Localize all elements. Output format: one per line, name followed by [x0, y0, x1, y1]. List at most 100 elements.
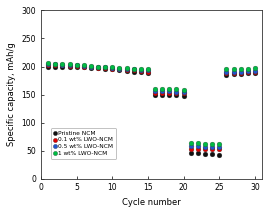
1 wt% LWO-NCM [182, 89, 185, 91]
1 wt% LWO-NCM [68, 63, 71, 65]
Y-axis label: Specific capacity, mAh/g: Specific capacity, mAh/g [7, 43, 16, 146]
0.5 wt% LWO-NCM [189, 145, 192, 147]
Pristine NCM [146, 71, 150, 74]
Pristine NCM [239, 73, 242, 75]
0.5 wt% LWO-NCM [89, 65, 93, 68]
Pristine NCM [154, 93, 157, 96]
Pristine NCM [246, 72, 249, 74]
Pristine NCM [168, 93, 171, 96]
0.5 wt% LWO-NCM [161, 90, 164, 92]
Line: Pristine NCM: Pristine NCM [46, 64, 257, 157]
Pristine NCM [211, 153, 214, 155]
Pristine NCM [161, 93, 164, 96]
0.1 wt% LWO-NCM [47, 64, 50, 67]
0.5 wt% LWO-NCM [68, 64, 71, 67]
Line: 1 wt% LWO-NCM: 1 wt% LWO-NCM [46, 61, 257, 147]
0.1 wt% LWO-NCM [139, 70, 143, 72]
0.5 wt% LWO-NCM [104, 66, 107, 68]
1 wt% LWO-NCM [253, 67, 257, 70]
0.5 wt% LWO-NCM [218, 146, 221, 149]
0.5 wt% LWO-NCM [246, 70, 249, 72]
Line: 0.1 wt% LWO-NCM: 0.1 wt% LWO-NCM [46, 63, 257, 152]
0.5 wt% LWO-NCM [175, 91, 178, 93]
0.1 wt% LWO-NCM [89, 66, 93, 68]
1 wt% LWO-NCM [118, 66, 121, 69]
0.1 wt% LWO-NCM [246, 71, 249, 73]
1 wt% LWO-NCM [175, 88, 178, 91]
0.5 wt% LWO-NCM [154, 90, 157, 92]
1 wt% LWO-NCM [61, 63, 64, 65]
Pristine NCM [47, 65, 50, 68]
Pristine NCM [75, 65, 78, 68]
0.1 wt% LWO-NCM [132, 69, 135, 72]
1 wt% LWO-NCM [218, 143, 221, 146]
0.5 wt% LWO-NCM [132, 68, 135, 71]
0.5 wt% LWO-NCM [139, 69, 143, 71]
Pristine NCM [218, 153, 221, 156]
0.1 wt% LWO-NCM [239, 71, 242, 74]
0.1 wt% LWO-NCM [154, 92, 157, 94]
0.5 wt% LWO-NCM [225, 70, 228, 73]
0.5 wt% LWO-NCM [182, 91, 185, 93]
0.1 wt% LWO-NCM [111, 67, 114, 70]
Pristine NCM [132, 70, 135, 73]
1 wt% LWO-NCM [203, 143, 207, 145]
1 wt% LWO-NCM [246, 67, 249, 70]
1 wt% LWO-NCM [54, 62, 57, 65]
1 wt% LWO-NCM [82, 64, 85, 67]
1 wt% LWO-NCM [211, 143, 214, 145]
0.5 wt% LWO-NCM [61, 64, 64, 66]
Pristine NCM [203, 153, 207, 155]
1 wt% LWO-NCM [146, 68, 150, 71]
0.1 wt% LWO-NCM [146, 70, 150, 73]
Pristine NCM [82, 66, 85, 68]
0.5 wt% LWO-NCM [82, 65, 85, 67]
0.1 wt% LWO-NCM [253, 71, 257, 73]
0.5 wt% LWO-NCM [232, 70, 235, 73]
0.1 wt% LWO-NCM [175, 92, 178, 95]
0.5 wt% LWO-NCM [196, 145, 200, 147]
X-axis label: Cycle number: Cycle number [122, 198, 181, 207]
Pristine NCM [182, 94, 185, 97]
0.1 wt% LWO-NCM [54, 64, 57, 67]
1 wt% LWO-NCM [96, 65, 100, 68]
0.1 wt% LWO-NCM [104, 67, 107, 70]
0.1 wt% LWO-NCM [189, 148, 192, 150]
1 wt% LWO-NCM [154, 88, 157, 90]
0.5 wt% LWO-NCM [168, 90, 171, 92]
0.1 wt% LWO-NCM [75, 65, 78, 67]
0.5 wt% LWO-NCM [253, 70, 257, 72]
1 wt% LWO-NCM [125, 67, 128, 70]
0.1 wt% LWO-NCM [218, 148, 221, 151]
1 wt% LWO-NCM [104, 65, 107, 68]
1 wt% LWO-NCM [196, 142, 200, 145]
0.1 wt% LWO-NCM [232, 71, 235, 74]
0.1 wt% LWO-NCM [182, 92, 185, 95]
0.5 wt% LWO-NCM [118, 67, 121, 70]
Line: 0.5 wt% LWO-NCM: 0.5 wt% LWO-NCM [46, 62, 257, 150]
1 wt% LWO-NCM [75, 64, 78, 66]
0.1 wt% LWO-NCM [82, 65, 85, 68]
1 wt% LWO-NCM [161, 88, 164, 90]
1 wt% LWO-NCM [225, 68, 228, 71]
0.5 wt% LWO-NCM [125, 67, 128, 70]
1 wt% LWO-NCM [47, 62, 50, 64]
Pristine NCM [89, 66, 93, 69]
0.5 wt% LWO-NCM [96, 65, 100, 68]
Pristine NCM [68, 65, 71, 68]
0.5 wt% LWO-NCM [47, 63, 50, 65]
0.5 wt% LWO-NCM [111, 66, 114, 69]
0.1 wt% LWO-NCM [225, 72, 228, 74]
1 wt% LWO-NCM [189, 142, 192, 145]
Pristine NCM [125, 70, 128, 72]
0.5 wt% LWO-NCM [203, 145, 207, 148]
0.1 wt% LWO-NCM [203, 148, 207, 150]
Pristine NCM [253, 72, 257, 74]
0.1 wt% LWO-NCM [68, 65, 71, 67]
Pristine NCM [175, 94, 178, 96]
0.1 wt% LWO-NCM [168, 92, 171, 94]
0.1 wt% LWO-NCM [96, 66, 100, 69]
1 wt% LWO-NCM [139, 67, 143, 70]
0.1 wt% LWO-NCM [118, 68, 121, 71]
0.1 wt% LWO-NCM [211, 148, 214, 151]
